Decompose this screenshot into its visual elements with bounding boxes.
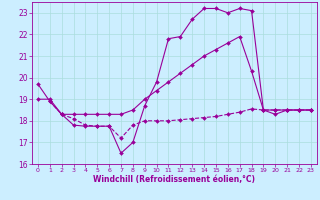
X-axis label: Windchill (Refroidissement éolien,°C): Windchill (Refroidissement éolien,°C) bbox=[93, 175, 255, 184]
